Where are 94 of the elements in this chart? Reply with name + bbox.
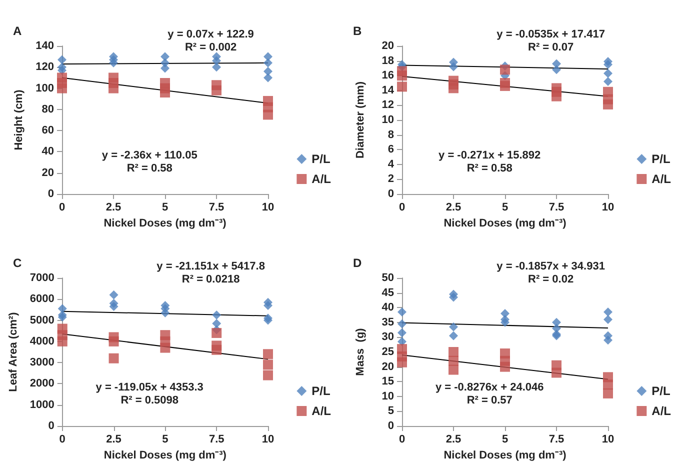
y-tick-label: 140 xyxy=(36,40,54,52)
annotation: R² = 0.0218 xyxy=(182,274,240,286)
text: y = -0.1857x + 34.931 xyxy=(496,260,605,273)
y-tick-label: 0 xyxy=(388,420,394,432)
y-axis-title: Height (cm) xyxy=(13,89,26,150)
y-tick-label: 25 xyxy=(382,346,394,358)
y-tick-label: 20 xyxy=(382,40,394,52)
text: y = 0.07x + 122.9 xyxy=(168,28,254,41)
x-tick-label: 0 xyxy=(58,202,66,214)
y-tick-label: 5000 xyxy=(30,314,54,326)
legend-label: P/L xyxy=(312,152,330,166)
x-tick-label: 2.5 xyxy=(106,202,122,214)
y-tick-label: 120 xyxy=(36,61,54,74)
x-tick-label: 0 xyxy=(398,434,406,446)
annotation: R² = 0.57 xyxy=(466,394,512,406)
x-tick-label: 7.5 xyxy=(208,202,224,214)
annotation: y = -0.271x + 15.892 xyxy=(438,149,541,162)
legend-label: A/L xyxy=(312,404,332,418)
y-tick-label: 45 xyxy=(382,286,394,299)
x-tick-label: 10 xyxy=(262,434,274,446)
x-tick-label: 7.5 xyxy=(548,202,564,214)
y-tick-label: 16 xyxy=(382,70,394,82)
legend-label: P/L xyxy=(652,152,670,166)
annotation: R² = 0.02 xyxy=(528,274,574,286)
y-tick-label: 3000 xyxy=(30,356,54,369)
x-tick-label: 10 xyxy=(262,202,274,214)
x-tick-label: 2.5 xyxy=(106,434,122,446)
x-axis-title: Nickel Doses (mg dm⁻³) xyxy=(104,218,227,230)
x-tick-label: 10 xyxy=(602,202,614,214)
x-tick-label: 0 xyxy=(398,202,406,214)
y-tick-label: 10 xyxy=(382,390,394,402)
chart-title: A xyxy=(13,24,22,38)
x-tick-label: 5 xyxy=(162,202,168,214)
x-axis-title: Nickel Doses (mg dm⁻³) xyxy=(104,450,227,462)
annotation: y = -2.36x + 110.05 xyxy=(102,149,198,162)
annotation: R² = 0.58 xyxy=(466,162,512,174)
x-tick-label: 5 xyxy=(502,434,508,446)
chart-title: D xyxy=(353,256,362,270)
y-tick-label: 4000 xyxy=(30,335,54,348)
y-tick-label: 4 xyxy=(388,158,395,170)
x-tick-label: 5 xyxy=(502,202,508,214)
y-tick-label: 18 xyxy=(382,54,394,67)
y-axis-title: Mass (g) xyxy=(354,328,366,376)
y-tick-label: 60 xyxy=(42,124,54,137)
annotation: R² = 0.002 xyxy=(184,42,237,54)
x-tick-label: 5 xyxy=(162,434,168,446)
y-tick-label: 0 xyxy=(388,188,394,200)
legend-label: P/L xyxy=(312,384,330,398)
y-tick-label: 6 xyxy=(388,144,394,156)
y-tick-label: 80 xyxy=(42,103,54,116)
chart-title: C xyxy=(13,256,22,270)
y-tick-label: 40 xyxy=(382,302,394,314)
x-tick-label: 0 xyxy=(59,434,66,446)
y-tick-label: 40 xyxy=(42,146,54,158)
text: y = -21.151x + 5417.8 xyxy=(156,260,265,273)
y-axis-title: Leaf Area (cm²) xyxy=(8,312,20,392)
y-tick-label: 1000 xyxy=(30,398,54,411)
annotation: R² = 0.58 xyxy=(126,162,172,174)
x-axis-title: Nickel Doses (mg dm⁻³) xyxy=(444,218,567,230)
y-tick-label: 12 xyxy=(382,99,394,112)
y-tick-label: 2000 xyxy=(30,378,54,390)
y-tick-label: 2 xyxy=(388,173,394,186)
y-tick-label: 5 xyxy=(388,405,394,418)
x-tick-label: 2.5 xyxy=(446,434,462,446)
y-tick-label: 20 xyxy=(382,360,394,373)
y-tick-label: 35 xyxy=(382,316,394,328)
chart-title: B xyxy=(353,24,362,38)
y-tick-label: 20 xyxy=(42,166,54,179)
legend-label: A/L xyxy=(312,172,332,186)
y-tick-label: 50 xyxy=(382,272,394,284)
y-tick-label: 30 xyxy=(382,331,394,344)
x-tick-label: 7.5 xyxy=(208,434,224,446)
y-tick-label: 0 xyxy=(48,188,54,200)
y-tick-label: 10 xyxy=(382,114,394,126)
y-tick-label: 100 xyxy=(36,82,54,94)
x-tick-label: 2.5 xyxy=(446,202,462,214)
legend-label: A/L xyxy=(652,172,672,186)
text: y = -0.0535x + 17.417 xyxy=(496,28,605,41)
y-tick-label: 15 xyxy=(382,376,394,388)
legend-label: P/L xyxy=(652,384,670,398)
annotation: R² = 0.5098 xyxy=(120,394,178,406)
x-tick-label: 10 xyxy=(602,434,614,446)
y-axis-title: Diameter (mm) xyxy=(354,81,366,159)
x-axis-title: Nickel Doses (mg dm⁻³) xyxy=(444,450,567,462)
y-tick-label: 7000 xyxy=(30,272,54,284)
annotation: y = -0.8276x + 24.046 xyxy=(435,381,544,394)
x-tick-label: 7.5 xyxy=(548,434,564,446)
annotation: R² = 0.07 xyxy=(528,42,574,54)
y-tick-label: 14 xyxy=(382,84,395,96)
legend-label: A/L xyxy=(652,404,672,418)
y-tick-label: 6000 xyxy=(30,293,54,306)
y-tick-label: 0 xyxy=(48,420,54,432)
y-tick-label: 8 xyxy=(388,128,394,141)
annotation: y = -119.05x + 4353.3 xyxy=(96,381,204,394)
